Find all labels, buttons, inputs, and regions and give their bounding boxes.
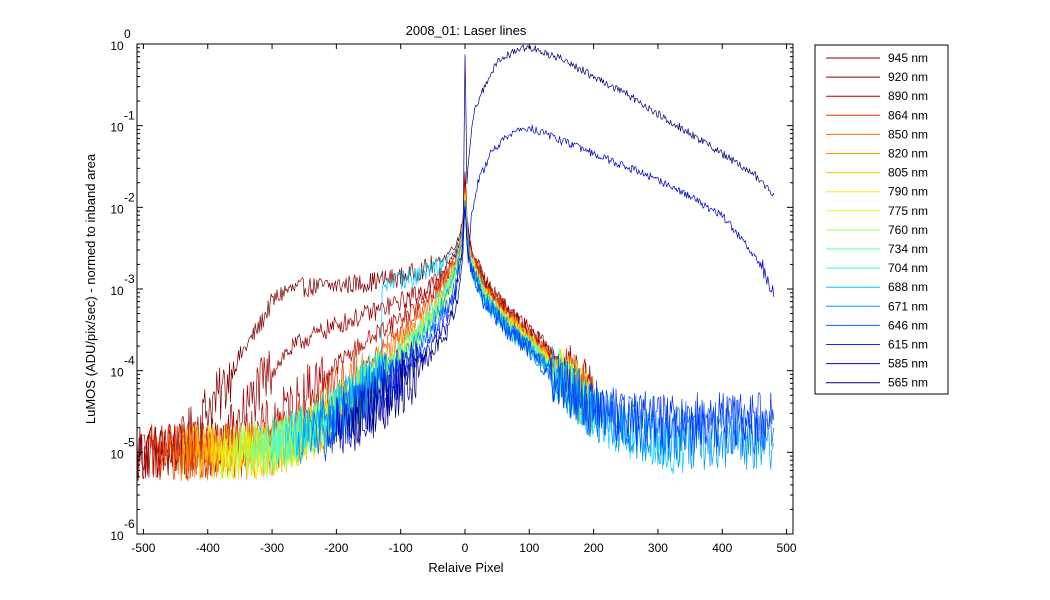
legend-label: 671 nm [888, 299, 928, 313]
x-tick-label: 200 [584, 541, 604, 555]
y-tick-label-exponent: -2 [124, 190, 135, 204]
y-tick-label-base: 10 [110, 447, 124, 461]
legend-label: 790 nm [888, 185, 928, 199]
legend-label: 585 nm [888, 357, 928, 371]
legend-label: 820 nm [888, 147, 928, 161]
chart-title: 2008_01: Laser lines [406, 23, 527, 38]
x-tick-label: -200 [324, 541, 348, 555]
y-tick-label-exponent: -6 [124, 517, 135, 531]
x-tick-label: -500 [131, 541, 155, 555]
legend-label: 688 nm [888, 280, 928, 294]
x-axis: -500 -400 -300 -200 -100 0 100 200 300 400 500 [131, 44, 797, 555]
y-tick-label-exponent: -5 [124, 435, 135, 449]
series-line [348, 44, 775, 452]
y-axis-title: LuMOS (ADU/pix/sec) - normed to inband a… [83, 153, 98, 424]
y-tick-label-exponent: -3 [124, 272, 135, 286]
legend-label: 920 nm [888, 70, 928, 84]
legend-box [814, 44, 949, 395]
legend-label: 615 nm [888, 338, 928, 352]
y-tick-label-base: 10 [110, 284, 124, 298]
legend-label: 864 nm [888, 108, 928, 122]
legend-label: 805 nm [888, 166, 928, 180]
legend-label: 760 nm [888, 223, 928, 237]
series-layer [137, 44, 775, 482]
y-tick-label-exponent: -1 [124, 109, 135, 123]
series-line [310, 203, 775, 457]
y-tick-label-base: 10 [110, 366, 124, 380]
y-tick-label-base: 10 [110, 529, 124, 543]
y-tick-label-exponent: -4 [124, 354, 135, 368]
x-tick-label: 0 [462, 541, 469, 555]
x-axis-title: Relaive Pixel [428, 560, 503, 575]
x-tick-label: -300 [260, 541, 284, 555]
x-tick-label: 300 [648, 541, 668, 555]
y-tick-label-base: 10 [110, 202, 124, 216]
x-tick-label: -400 [196, 541, 220, 555]
legend-label: 734 nm [888, 242, 928, 256]
x-tick-label: -100 [389, 541, 413, 555]
y-tick-label-exponent: 0 [124, 27, 131, 41]
x-tick-label: 100 [519, 541, 539, 555]
x-tick-label: 500 [777, 541, 797, 555]
y-tick-label-base: 10 [110, 39, 124, 53]
legend-label: 945 nm [888, 51, 928, 65]
legend-label: 890 nm [888, 89, 928, 103]
legend-label: 565 nm [888, 376, 928, 390]
legend-label: 850 nm [888, 127, 928, 141]
legend: 945 nm 920 nm 890 nm 864 nm 850 nm 820 nm 805 … [814, 44, 949, 395]
legend-label: 775 nm [888, 204, 928, 218]
legend-label: 704 nm [888, 261, 928, 275]
x-tick-label: 400 [712, 541, 732, 555]
series-line [336, 124, 775, 454]
y-tick-label-base: 10 [110, 121, 124, 135]
legend-label: 646 nm [888, 318, 928, 332]
